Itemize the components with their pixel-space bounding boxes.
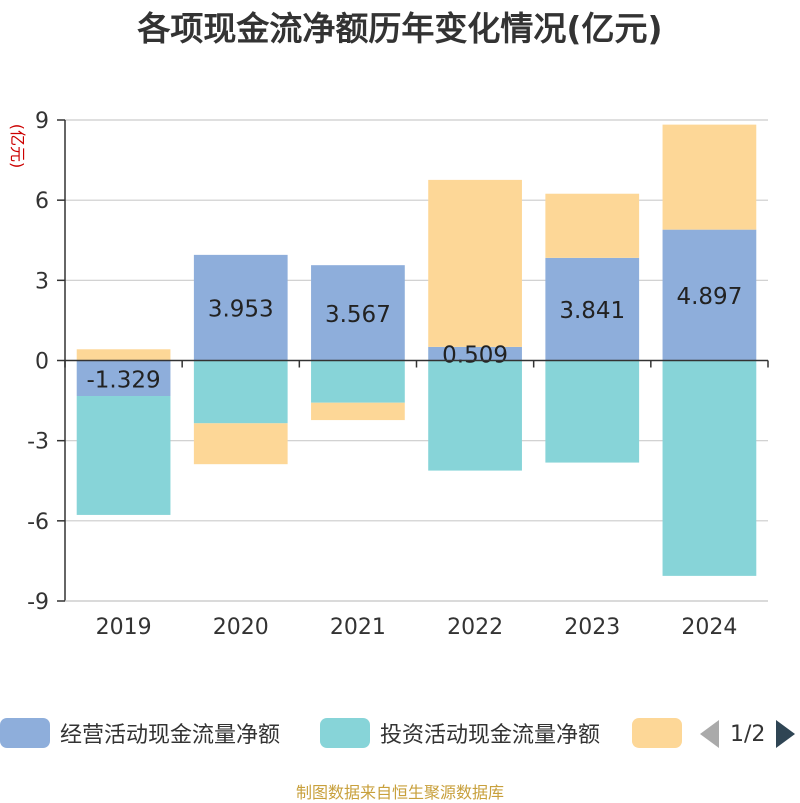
bar-2022-s0 <box>428 346 522 361</box>
legend-swatch-investing <box>320 718 370 748</box>
legend-item-investing[interactable]: 投资活动现金流量净额 <box>320 718 600 748</box>
bar-2021-s1 <box>311 360 405 403</box>
chart-plot: -9 -6 -3 0 3 6 9 (亿元) -1.329 3.953 3.567 0.509 3.841… <box>8 109 769 640</box>
legend-label-operating: 经营活动现金流量净额 <box>60 723 281 748</box>
bar-2019-s2 <box>76 349 171 361</box>
y-axis-label: (亿元) <box>8 124 27 169</box>
data-label-2019: -1.329 <box>87 367 161 393</box>
bar-2020-s2 <box>193 423 288 465</box>
data-label-2022: 0.509 <box>442 343 508 369</box>
bar-2019-s1 <box>76 396 171 515</box>
bar-2023-s2 <box>545 193 640 258</box>
bar-2024-s1 <box>662 360 757 576</box>
x-tick-label-2022: 2022 <box>447 615 503 640</box>
pager-next-icon[interactable] <box>776 720 796 748</box>
source-note: 制图数据来自恒生聚源数据库 <box>295 783 504 802</box>
chart-title: 各项现金流净额历年变化情况(亿元) <box>137 9 663 48</box>
bar-2024-s2 <box>662 124 757 230</box>
legend-swatch-financing <box>632 718 682 748</box>
x-tick-label-2021: 2021 <box>330 615 386 640</box>
legend-item-financing[interactable] <box>632 718 682 748</box>
legend-swatch-operating <box>0 718 50 748</box>
bar-2019-s0 <box>76 360 171 397</box>
bar-2023-s1 <box>545 360 640 463</box>
legend: 经营活动现金流量净额 投资活动现金流量净额 1/2 <box>0 712 800 756</box>
y-tick-label: 6 <box>35 189 49 214</box>
legend-label-investing: 投资活动现金流量净额 <box>380 723 601 748</box>
bar-2022-s1 <box>428 360 522 471</box>
bar-2020-s0 <box>193 254 288 361</box>
bar-2022-s2 <box>428 179 522 347</box>
bar-2021-s0 <box>311 265 405 361</box>
legend-pager: 1/2 <box>700 718 796 750</box>
y-tick-label: -3 <box>27 430 49 455</box>
pager-page-indicator: 1/2 <box>730 721 766 747</box>
data-label-2024: 4.897 <box>676 284 742 310</box>
x-tick-label-2019: 2019 <box>96 615 152 640</box>
data-label-2021: 3.567 <box>325 302 391 328</box>
bar-2020-s1 <box>193 360 288 424</box>
x-tick-label-2023: 2023 <box>564 615 620 640</box>
bar-2023-s0 <box>545 257 640 361</box>
x-tick-label-2020: 2020 <box>213 615 269 640</box>
y-tick-label: -9 <box>27 590 49 615</box>
legend-item-operating[interactable]: 经营活动现金流量净额 <box>0 718 280 748</box>
y-tick-label: 0 <box>35 350 49 375</box>
y-tick-label: -6 <box>27 510 49 535</box>
y-tick-label: 3 <box>35 269 49 294</box>
y-tick-label: 9 <box>35 109 49 134</box>
data-label-2020: 3.953 <box>208 297 274 323</box>
pager-prev-icon[interactable] <box>700 720 719 748</box>
x-tick-label-2024: 2024 <box>681 615 737 640</box>
data-label-2023: 3.841 <box>559 298 625 324</box>
bar-2021-s2 <box>311 402 405 421</box>
bar-2024-s0 <box>662 229 757 361</box>
